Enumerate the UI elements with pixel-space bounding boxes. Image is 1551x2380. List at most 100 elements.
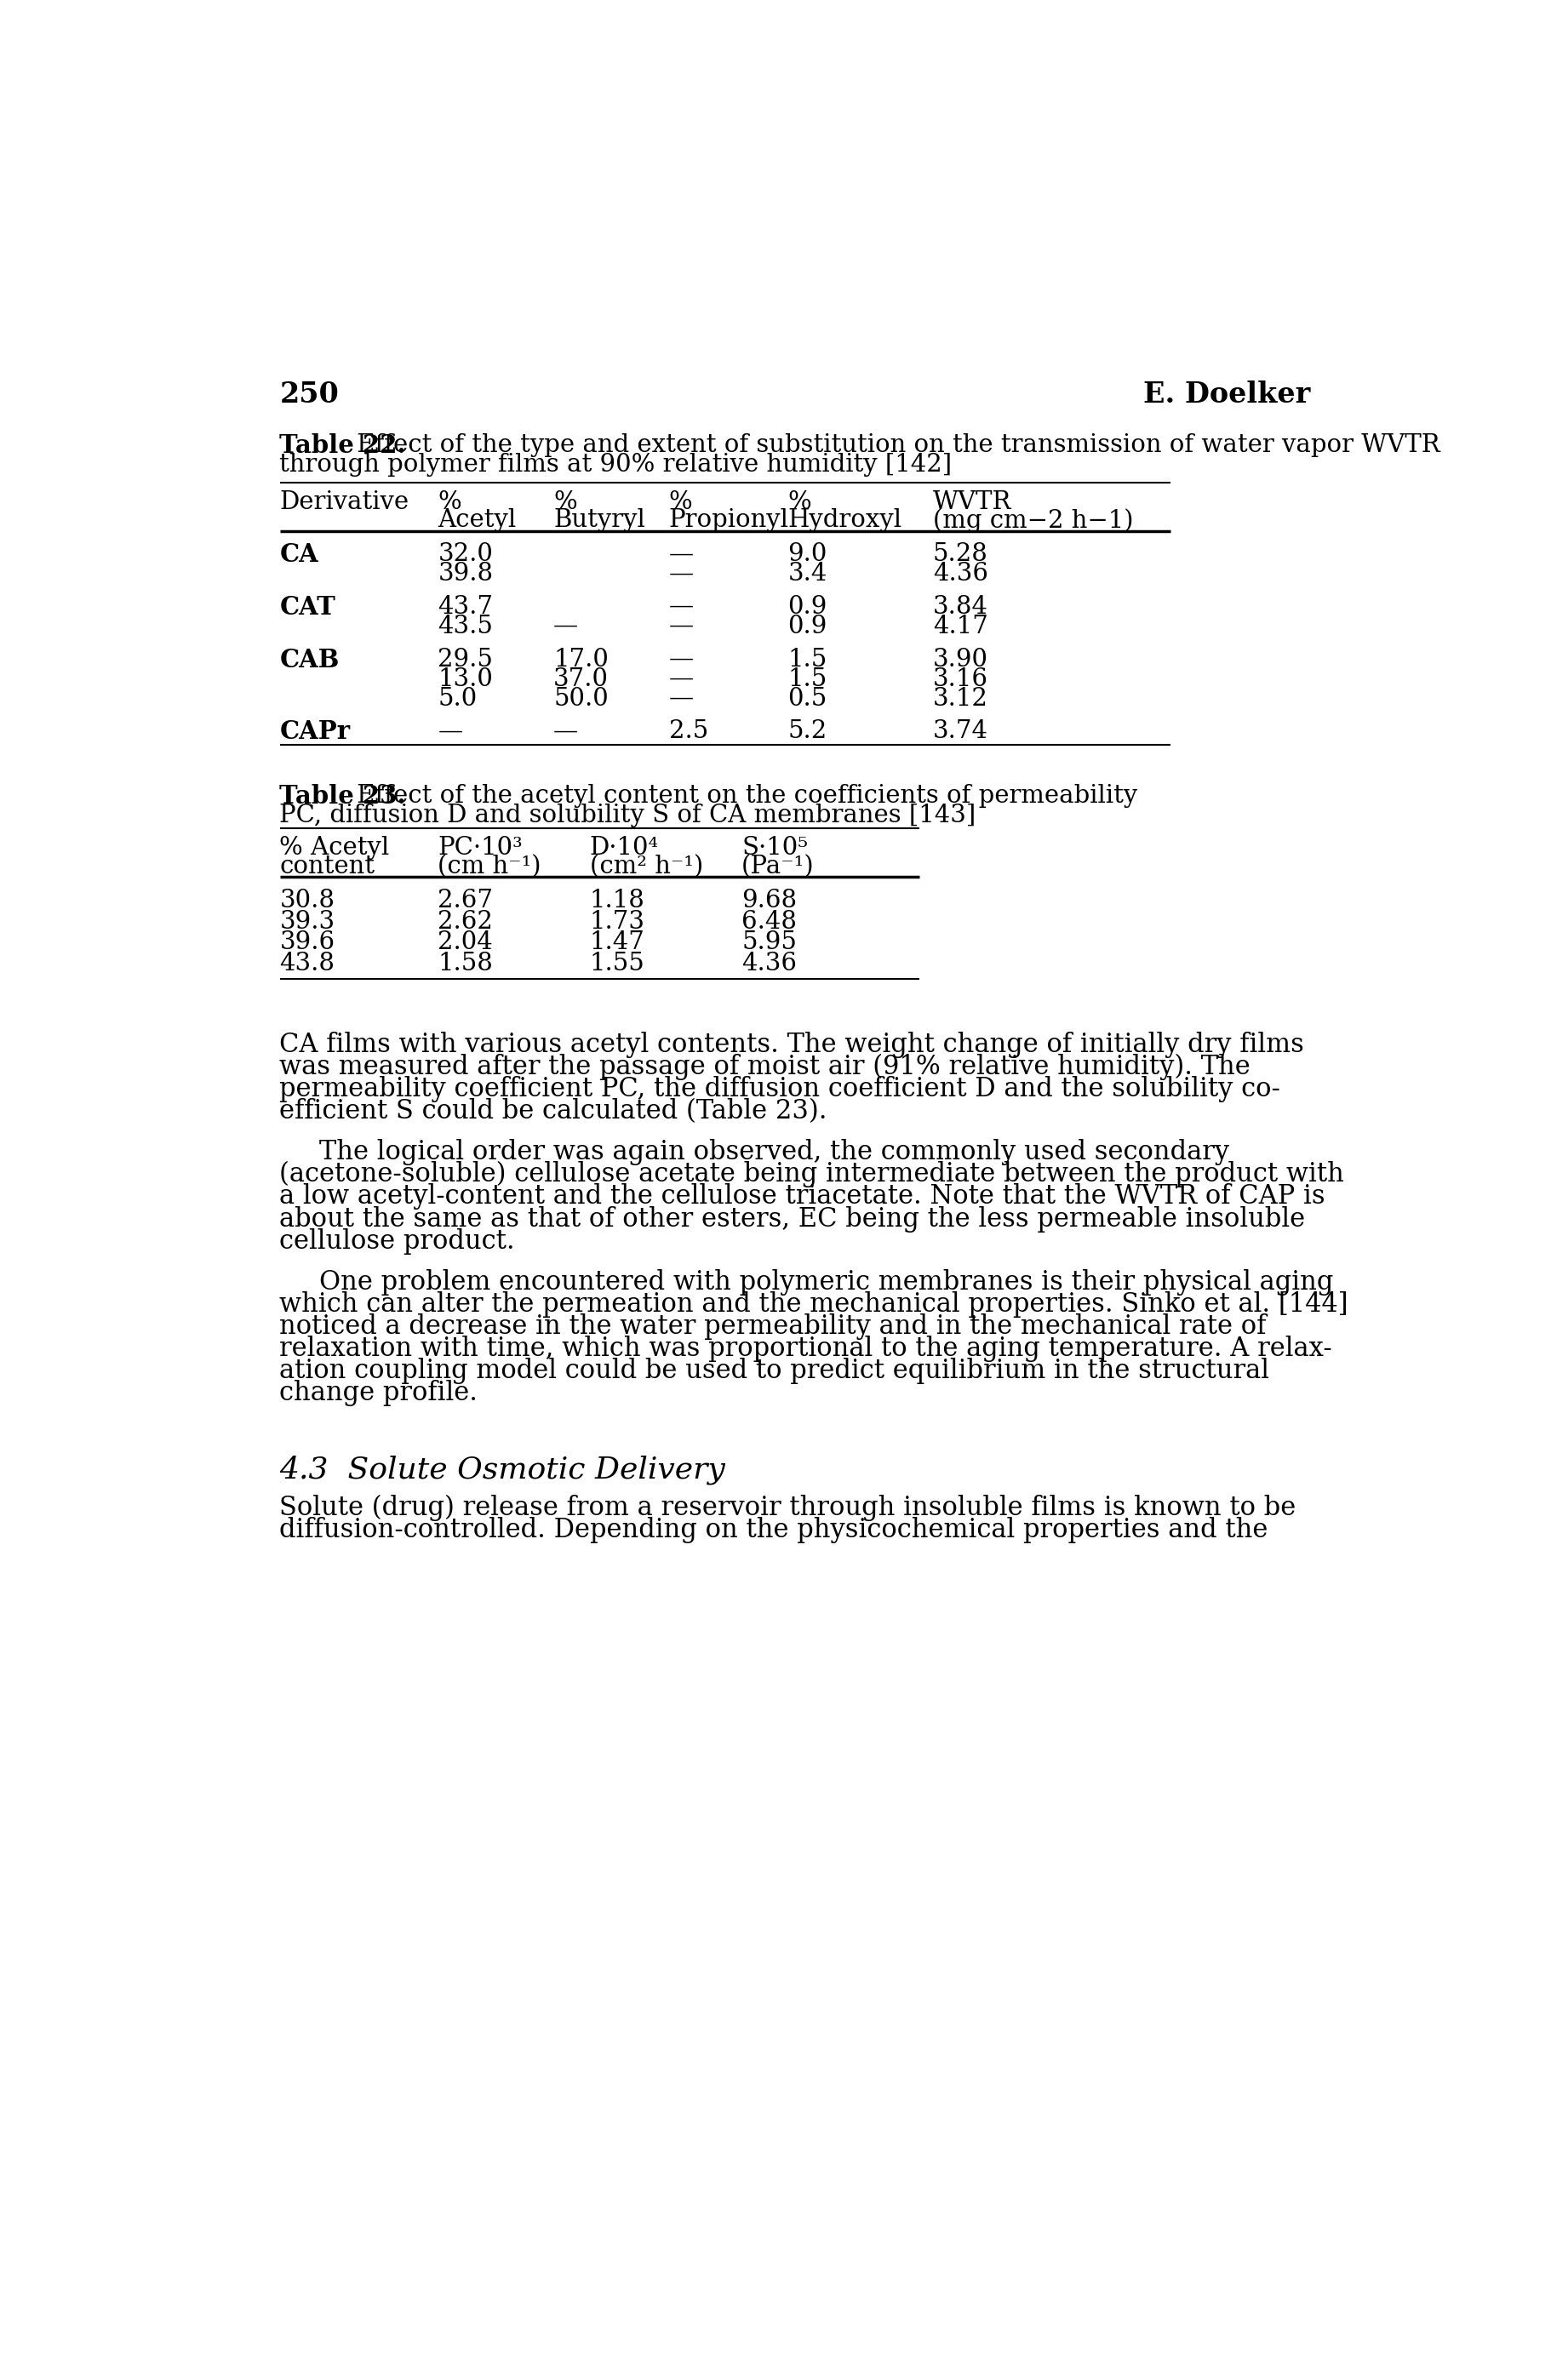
Text: 250: 250 bbox=[279, 381, 340, 409]
Text: 1.18: 1.18 bbox=[589, 888, 645, 912]
Text: 3.12: 3.12 bbox=[932, 688, 988, 712]
Text: 39.3: 39.3 bbox=[279, 909, 335, 933]
Text: 4.17: 4.17 bbox=[932, 614, 988, 638]
Text: %: % bbox=[788, 490, 811, 514]
Text: ation coupling model could be used to predict equilibrium in the structural: ation coupling model could be used to pr… bbox=[279, 1359, 1270, 1385]
Text: 1.55: 1.55 bbox=[589, 952, 645, 976]
Text: 1.58: 1.58 bbox=[437, 952, 493, 976]
Text: 3.90: 3.90 bbox=[932, 647, 988, 671]
Text: (acetone-soluble) cellulose acetate being intermediate between the product with: (acetone-soluble) cellulose acetate bein… bbox=[279, 1161, 1345, 1188]
Text: D·10⁴: D·10⁴ bbox=[589, 835, 659, 859]
Text: change profile.: change profile. bbox=[279, 1380, 478, 1407]
Text: Table 23.: Table 23. bbox=[279, 783, 406, 809]
Text: One problem encountered with polymeric membranes is their physical aging: One problem encountered with polymeric m… bbox=[320, 1269, 1334, 1295]
Text: 1.5: 1.5 bbox=[788, 666, 827, 690]
Text: about the same as that of other esters, EC being the less permeable insoluble: about the same as that of other esters, … bbox=[279, 1207, 1306, 1233]
Text: 3.16: 3.16 bbox=[932, 666, 988, 690]
Text: —: — bbox=[668, 688, 693, 712]
Text: CAPr: CAPr bbox=[279, 719, 351, 745]
Text: E. Doelker: E. Doelker bbox=[1143, 381, 1311, 409]
Text: 43.7: 43.7 bbox=[437, 595, 493, 619]
Text: Butyryl: Butyryl bbox=[554, 509, 645, 533]
Text: —: — bbox=[668, 614, 693, 638]
Text: relaxation with time, which was proportional to the aging temperature. A relax-: relaxation with time, which was proporti… bbox=[279, 1335, 1332, 1361]
Text: Effect of the acetyl content on the coefficients of permeability: Effect of the acetyl content on the coef… bbox=[349, 783, 1137, 807]
Text: 0.9: 0.9 bbox=[788, 614, 827, 638]
Text: (Pa⁻¹): (Pa⁻¹) bbox=[741, 854, 814, 878]
Text: Propionyl: Propionyl bbox=[668, 509, 789, 533]
Text: —: — bbox=[668, 647, 693, 671]
Text: (mg cm−2 h−1): (mg cm−2 h−1) bbox=[932, 509, 1134, 533]
Text: 2.5: 2.5 bbox=[668, 719, 709, 743]
Text: —: — bbox=[437, 719, 462, 743]
Text: 39.6: 39.6 bbox=[279, 931, 335, 954]
Text: 6.48: 6.48 bbox=[741, 909, 797, 933]
Text: 37.0: 37.0 bbox=[554, 666, 608, 690]
Text: CAT: CAT bbox=[279, 595, 335, 619]
Text: %: % bbox=[668, 490, 692, 514]
Text: —: — bbox=[668, 562, 693, 585]
Text: 13.0: 13.0 bbox=[437, 666, 493, 690]
Text: CA: CA bbox=[279, 543, 318, 566]
Text: % Acetyl: % Acetyl bbox=[279, 835, 389, 859]
Text: 2.67: 2.67 bbox=[437, 888, 493, 912]
Text: 2.62: 2.62 bbox=[437, 909, 493, 933]
Text: 4.3  Solute Osmotic Delivery: 4.3 Solute Osmotic Delivery bbox=[279, 1454, 726, 1485]
Text: 9.68: 9.68 bbox=[741, 888, 797, 912]
Text: Derivative: Derivative bbox=[279, 490, 409, 514]
Text: 5.0: 5.0 bbox=[437, 688, 478, 712]
Text: noticed a decrease in the water permeability and in the mechanical rate of: noticed a decrease in the water permeabi… bbox=[279, 1314, 1267, 1340]
Text: —: — bbox=[668, 543, 693, 566]
Text: 4.36: 4.36 bbox=[741, 952, 797, 976]
Text: efficient S could be calculated (Table 23).: efficient S could be calculated (Table 2… bbox=[279, 1097, 827, 1126]
Text: 3.84: 3.84 bbox=[932, 595, 988, 619]
Text: %: % bbox=[554, 490, 577, 514]
Text: 43.5: 43.5 bbox=[437, 614, 493, 638]
Text: 50.0: 50.0 bbox=[554, 688, 608, 712]
Text: 30.8: 30.8 bbox=[279, 888, 335, 912]
Text: 1.5: 1.5 bbox=[788, 647, 827, 671]
Text: 17.0: 17.0 bbox=[554, 647, 608, 671]
Text: Hydroxyl: Hydroxyl bbox=[788, 509, 901, 533]
Text: Acetyl: Acetyl bbox=[437, 509, 516, 533]
Text: 0.5: 0.5 bbox=[788, 688, 827, 712]
Text: 9.0: 9.0 bbox=[788, 543, 827, 566]
Text: was measured after the passage of moist air (91% relative humidity). The: was measured after the passage of moist … bbox=[279, 1054, 1250, 1081]
Text: Effect of the type and extent of substitution on the transmission of water vapor: Effect of the type and extent of substit… bbox=[349, 433, 1439, 457]
Text: CA films with various acetyl contents. The weight change of initially dry films: CA films with various acetyl contents. T… bbox=[279, 1031, 1304, 1057]
Text: —: — bbox=[668, 666, 693, 690]
Text: WVTR: WVTR bbox=[932, 490, 1011, 514]
Text: Table 22.: Table 22. bbox=[279, 433, 406, 457]
Text: 5.28: 5.28 bbox=[932, 543, 988, 566]
Text: CAB: CAB bbox=[279, 647, 340, 671]
Text: —: — bbox=[554, 719, 579, 743]
Text: which can alter the permeation and the mechanical properties. Sinko et al. [144]: which can alter the permeation and the m… bbox=[279, 1290, 1348, 1319]
Text: %: % bbox=[437, 490, 462, 514]
Text: —: — bbox=[668, 595, 693, 619]
Text: (cm² h⁻¹): (cm² h⁻¹) bbox=[589, 854, 703, 878]
Text: 29.5: 29.5 bbox=[437, 647, 493, 671]
Text: 3.74: 3.74 bbox=[932, 719, 988, 743]
Text: permeability coefficient PC, the diffusion coefficient D and the solubility co-: permeability coefficient PC, the diffusi… bbox=[279, 1076, 1281, 1102]
Text: through polymer films at 90% relative humidity [142]: through polymer films at 90% relative hu… bbox=[279, 452, 952, 476]
Text: 0.9: 0.9 bbox=[788, 595, 827, 619]
Text: PC, diffusion D and solubility S of CA membranes [143]: PC, diffusion D and solubility S of CA m… bbox=[279, 804, 976, 828]
Text: content: content bbox=[279, 854, 375, 878]
Text: 5.95: 5.95 bbox=[741, 931, 797, 954]
Text: The logical order was again observed, the commonly used secondary: The logical order was again observed, th… bbox=[320, 1140, 1230, 1166]
Text: a low acetyl-content and the cellulose triacetate. Note that the WVTR of CAP is: a low acetyl-content and the cellulose t… bbox=[279, 1183, 1326, 1209]
Text: 32.0: 32.0 bbox=[437, 543, 493, 566]
Text: 1.73: 1.73 bbox=[589, 909, 645, 933]
Text: —: — bbox=[554, 614, 579, 638]
Text: 39.8: 39.8 bbox=[437, 562, 493, 585]
Text: 2.04: 2.04 bbox=[437, 931, 493, 954]
Text: S·10⁵: S·10⁵ bbox=[741, 835, 808, 859]
Text: cellulose product.: cellulose product. bbox=[279, 1228, 515, 1254]
Text: diffusion-controlled. Depending on the physicochemical properties and the: diffusion-controlled. Depending on the p… bbox=[279, 1516, 1269, 1542]
Text: 1.47: 1.47 bbox=[589, 931, 645, 954]
Text: 3.4: 3.4 bbox=[788, 562, 827, 585]
Text: Solute (drug) release from a reservoir through insoluble films is known to be: Solute (drug) release from a reservoir t… bbox=[279, 1495, 1297, 1521]
Text: (cm h⁻¹): (cm h⁻¹) bbox=[437, 854, 541, 878]
Text: PC·10³: PC·10³ bbox=[437, 835, 523, 859]
Text: 4.36: 4.36 bbox=[932, 562, 988, 585]
